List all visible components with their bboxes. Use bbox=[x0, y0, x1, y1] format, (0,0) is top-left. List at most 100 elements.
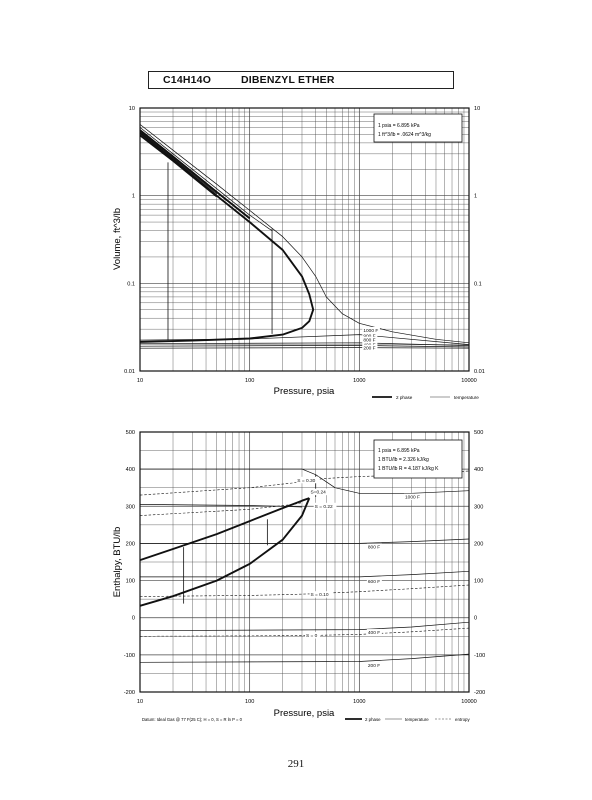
enthalpy-conversion-1: 1 psia = 6.895 kPa bbox=[378, 448, 420, 454]
volume-legend: 2 phase temperature bbox=[372, 395, 479, 400]
compound-name: DIBENZYL ETHER bbox=[241, 74, 335, 86]
y-tick-label-left: 400 bbox=[126, 467, 135, 473]
legend-temperature-label: temperature bbox=[405, 717, 429, 722]
y-tick-label-right: 500 bbox=[474, 430, 483, 436]
annotation-bg bbox=[366, 661, 382, 669]
enthalpy-plot-frame bbox=[139, 431, 470, 693]
volume-curves bbox=[139, 124, 470, 349]
y-tick-label-left: 200 bbox=[126, 541, 135, 547]
enthalpy-conversion-box bbox=[373, 439, 463, 479]
volume-conversion-2: 1 ft^3/lb = .0624 m^3/kg bbox=[378, 132, 431, 138]
annotation-bg bbox=[309, 488, 328, 496]
annotation-label-2: 800 F bbox=[363, 338, 375, 344]
series-line-5 bbox=[140, 570, 470, 578]
volume-y-axis-label: Volume, ft^3/lb bbox=[112, 208, 123, 270]
series-line-3 bbox=[139, 124, 470, 344]
annotation-bg bbox=[404, 493, 422, 500]
series-line-1 bbox=[139, 129, 251, 220]
annotation-bg bbox=[362, 341, 378, 348]
x-tick-label: 1000 bbox=[353, 378, 365, 384]
x-tick-label: 10000 bbox=[461, 378, 477, 384]
annotation-label-3: 400 F bbox=[363, 342, 375, 348]
y-tick-label-right: 200 bbox=[474, 541, 483, 547]
enthalpy-conversion-2: 1 BTU/lb = 2.326 kJ/kg bbox=[378, 457, 429, 463]
series-line-6 bbox=[139, 621, 470, 632]
y-tick-label-right: 0.01 bbox=[474, 369, 485, 375]
annotation-bg bbox=[362, 332, 378, 340]
volume-plot-frame bbox=[139, 107, 470, 372]
annotation-bg bbox=[366, 577, 382, 585]
enthalpy-annotations: S = 0.30 S=0.24 S = 0.22 1000 F 800 F 600 F S … bbox=[296, 476, 422, 669]
volume-grid bbox=[139, 108, 469, 372]
datum-note: Datum: Ideal Gas @ 77 F(25 C); H = 0, S … bbox=[142, 717, 243, 722]
enthalpy-grid bbox=[139, 431, 469, 693]
annotation-bg bbox=[362, 336, 378, 344]
y-tick-label-left: -100 bbox=[124, 653, 135, 659]
annotation-label-4: 800 F bbox=[368, 545, 380, 551]
annotation-label-0: 1000 F bbox=[363, 328, 378, 334]
enthalpy-conversion-3: 1 BTU/lb R = 4.187 kJ/kg K bbox=[378, 466, 439, 472]
series-line-2 bbox=[140, 468, 470, 494]
series-line-9 bbox=[139, 502, 303, 516]
volume-x-axis-label: Pressure, psia bbox=[274, 386, 335, 397]
series-line-9 bbox=[139, 334, 470, 345]
y-tick-label-right: 1 bbox=[474, 194, 477, 200]
y-tick-label-left: 100 bbox=[126, 579, 135, 585]
volume-ticks: 10 100 1000 10000 0.01 0.01 0.1 0.1 1 1 10 10 bbox=[124, 106, 485, 384]
volume-conversion-1: 1 psia = 6.895 kPa bbox=[378, 123, 420, 129]
series-line-0 bbox=[139, 132, 315, 343]
legend-two-phase-label: 2 phase bbox=[396, 395, 413, 400]
enthalpy-x-axis-label: Pressure, psia bbox=[274, 708, 335, 719]
x-tick-label: 1000 bbox=[353, 699, 365, 705]
y-tick-label-left: -200 bbox=[124, 690, 135, 696]
annotation-bg bbox=[313, 502, 337, 510]
y-tick-label-left: 0.01 bbox=[124, 369, 135, 375]
annotation-bg bbox=[309, 591, 333, 598]
y-tick-label-right: 0 bbox=[474, 616, 477, 622]
annotation-label-9: 200 F bbox=[368, 663, 380, 669]
legend-entropy-label: entropy bbox=[455, 717, 470, 722]
annotation-bg bbox=[362, 326, 380, 334]
page-number: 291 bbox=[287, 758, 305, 770]
y-tick-label-right: 0.1 bbox=[474, 281, 482, 287]
annotation-label-4: 200 F bbox=[363, 346, 375, 352]
series-line-5 bbox=[139, 131, 217, 195]
series-line-7 bbox=[139, 345, 470, 348]
annotation-label-5: 600 F bbox=[368, 579, 380, 585]
x-tick-label: 100 bbox=[245, 699, 254, 705]
chart-title-box: C14H14O DIBENZYL ETHER bbox=[148, 71, 454, 89]
series-line-3 bbox=[139, 504, 303, 508]
y-tick-label-right: 400 bbox=[474, 467, 483, 473]
series-line-4 bbox=[140, 538, 470, 544]
annotation-bg bbox=[366, 629, 382, 636]
volume-conversion-box bbox=[373, 113, 463, 143]
y-tick-label-right: -200 bbox=[474, 690, 485, 696]
enthalpy-curves bbox=[139, 468, 470, 663]
annotation-label-0: S = 0.30 bbox=[297, 478, 315, 484]
enthalpy-legend: 2 phase temperature entropy bbox=[345, 717, 470, 722]
y-tick-label-left: 0 bbox=[132, 616, 135, 622]
series-line-4 bbox=[139, 127, 273, 231]
y-tick-label-left: 500 bbox=[126, 430, 135, 436]
series-line-0 bbox=[139, 497, 310, 562]
x-tick-label: 10000 bbox=[461, 699, 477, 705]
annotation-bg bbox=[304, 632, 320, 639]
series-line-11 bbox=[139, 627, 470, 637]
series-line-10 bbox=[139, 584, 470, 597]
annotation-bg bbox=[362, 344, 378, 352]
annotation-bg bbox=[366, 543, 382, 551]
x-tick-label: 100 bbox=[245, 378, 254, 384]
series-line-2 bbox=[139, 134, 218, 198]
legend-two-phase-label: 2 phase bbox=[365, 717, 381, 722]
annotation-label-3: 1000 F bbox=[405, 495, 420, 501]
y-tick-label-right: 300 bbox=[474, 504, 483, 510]
annotation-bg bbox=[296, 476, 320, 484]
x-tick-label: 10 bbox=[137, 699, 143, 705]
y-tick-label-left: 0.1 bbox=[127, 281, 135, 287]
annotation-label-1: S=0.24 bbox=[311, 490, 327, 496]
series-line-8 bbox=[139, 342, 470, 346]
